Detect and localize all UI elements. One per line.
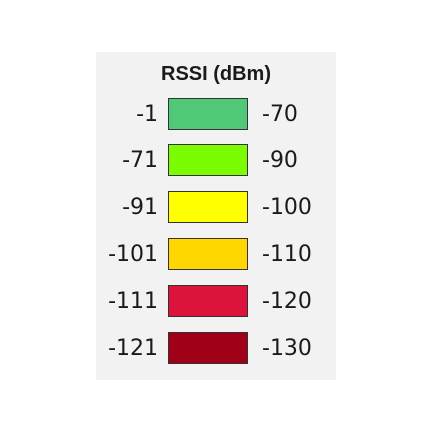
- rssi-legend: RSSI (dBm) -1 -70 -71 -90 -91 -100 -101 …: [96, 52, 336, 380]
- legend-range-max: -130: [262, 336, 312, 361]
- legend-range-max: -100: [262, 195, 312, 220]
- legend-color-swatch: [168, 285, 248, 317]
- legend-range-min: -111: [108, 289, 158, 314]
- legend-range-max: -70: [262, 102, 298, 127]
- legend-range-max: -90: [262, 148, 298, 173]
- legend-range-min: -1: [136, 102, 158, 127]
- legend-row: -1 -70: [96, 98, 336, 132]
- legend-color-swatch: [168, 144, 248, 176]
- legend-range-min: -121: [108, 336, 158, 361]
- legend-row: -71 -90: [96, 144, 336, 178]
- legend-range-min: -71: [122, 148, 158, 173]
- legend-row: -121 -130: [96, 332, 336, 366]
- legend-range-max: -120: [262, 289, 312, 314]
- legend-row: -111 -120: [96, 285, 336, 319]
- legend-row: -91 -100: [96, 191, 336, 225]
- legend-title: RSSI (dBm): [161, 63, 271, 85]
- legend-range-min: -91: [122, 195, 158, 220]
- legend-color-swatch: [168, 238, 248, 270]
- legend-color-swatch: [168, 191, 248, 223]
- legend-range-max: -110: [262, 242, 312, 267]
- legend-range-min: -101: [108, 242, 158, 267]
- legend-row: -101 -110: [96, 238, 336, 272]
- legend-color-swatch: [168, 98, 248, 130]
- legend-color-swatch: [168, 332, 248, 364]
